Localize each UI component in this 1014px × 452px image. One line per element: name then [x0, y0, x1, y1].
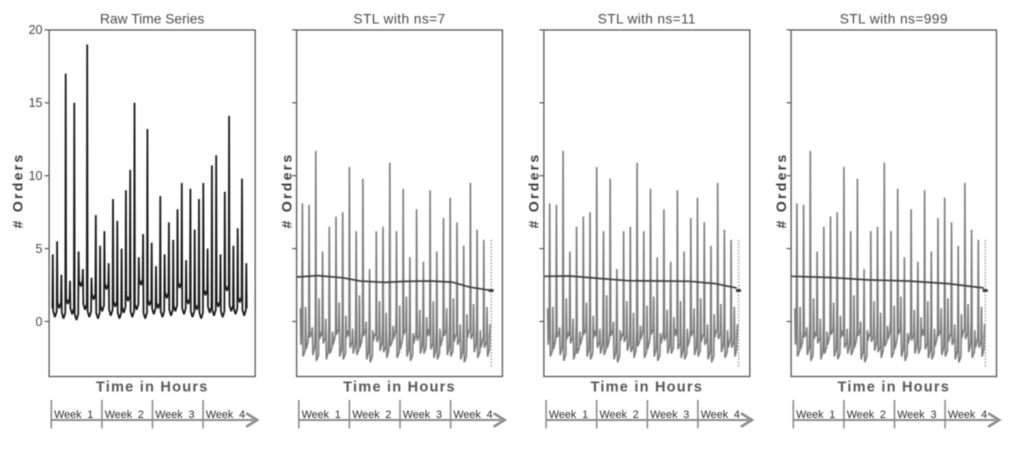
svg-text:Week 1: Week 1 — [796, 409, 835, 421]
svg-text:Time in Hours: Time in Hours — [343, 380, 456, 396]
svg-text:Week 1: Week 1 — [54, 409, 93, 421]
svg-text:Week 2: Week 2 — [847, 409, 886, 421]
svg-text:Week 3: Week 3 — [155, 409, 194, 421]
svg-text:Week 4: Week 4 — [948, 409, 987, 421]
svg-text:# Orders: # Orders — [774, 153, 790, 229]
svg-text:Week 3: Week 3 — [897, 409, 936, 421]
svg-text:STL with ns=7: STL with ns=7 — [353, 12, 445, 27]
svg-text:Week 1: Week 1 — [549, 409, 588, 421]
svg-text:STL with ns=999: STL with ns=999 — [840, 12, 948, 27]
svg-text:10: 10 — [29, 169, 43, 183]
svg-text:20: 20 — [29, 23, 43, 37]
svg-text:0: 0 — [36, 315, 43, 329]
svg-text:Raw Time Series: Raw Time Series — [100, 12, 204, 27]
svg-text:Week 2: Week 2 — [352, 409, 391, 421]
svg-text:STL with ns=11: STL with ns=11 — [598, 12, 696, 27]
svg-text:# Orders: # Orders — [279, 153, 295, 229]
svg-text:Week 4: Week 4 — [206, 409, 245, 421]
svg-text:Week 3: Week 3 — [403, 409, 442, 421]
svg-text:Time in Hours: Time in Hours — [96, 380, 209, 396]
svg-text:Time in Hours: Time in Hours — [837, 380, 950, 396]
svg-text:Week 4: Week 4 — [701, 409, 740, 421]
svg-text:Week 1: Week 1 — [302, 409, 341, 421]
svg-text:15: 15 — [29, 96, 43, 110]
svg-text:Week 2: Week 2 — [600, 409, 639, 421]
svg-text:# Orders: # Orders — [527, 153, 543, 229]
svg-text:# Orders: # Orders — [11, 153, 27, 229]
svg-text:Week 4: Week 4 — [453, 409, 492, 421]
svg-text:Week 3: Week 3 — [650, 409, 689, 421]
svg-text:5: 5 — [36, 242, 43, 256]
svg-text:Time in Hours: Time in Hours — [590, 380, 703, 396]
svg-text:Week 2: Week 2 — [105, 409, 144, 421]
